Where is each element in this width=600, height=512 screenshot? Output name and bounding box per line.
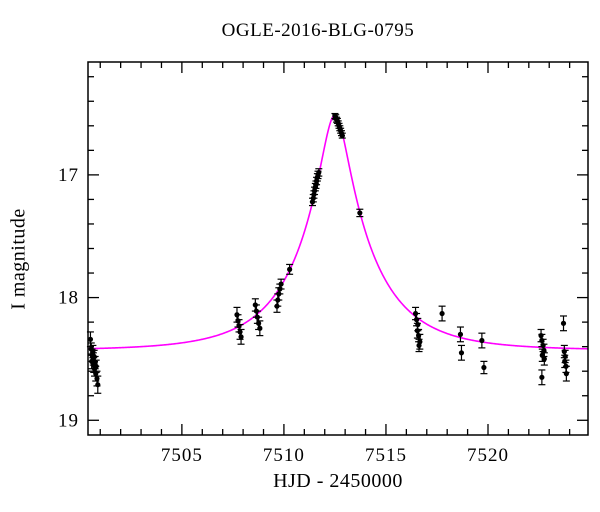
data-point <box>278 281 284 287</box>
data-point <box>539 374 545 380</box>
data-point <box>238 334 244 340</box>
data-point <box>94 375 100 382</box>
y-axis-label: I magnitude <box>7 208 30 310</box>
data-point <box>357 210 363 216</box>
data-point <box>439 310 445 317</box>
data-point <box>95 382 101 388</box>
x-axis-label: HJD - 2450000 <box>273 470 403 492</box>
data-point <box>479 337 485 344</box>
data-point <box>416 342 422 349</box>
data-point <box>316 169 322 176</box>
data-point <box>93 363 99 369</box>
data-point <box>87 336 94 342</box>
data-point <box>541 356 547 362</box>
data-point <box>257 325 263 331</box>
y-tick-label: 19 <box>58 410 79 431</box>
y-tick-label: 17 <box>58 165 79 186</box>
data-point <box>458 350 465 356</box>
model-curve <box>87 114 588 350</box>
data-point <box>237 329 243 335</box>
x-tick-label: 7520 <box>467 445 509 466</box>
x-tick-label: 7515 <box>365 445 407 466</box>
data-point <box>563 371 569 377</box>
y-tick-label: 18 <box>58 288 79 309</box>
plot-frame <box>87 61 589 436</box>
data-point <box>481 364 487 371</box>
chart-title: OGLE-2016-BLG-0795 <box>221 20 415 41</box>
x-tick-label: 7510 <box>263 445 305 466</box>
data-point <box>339 133 345 139</box>
x-tick-label: 7505 <box>161 445 203 466</box>
data-point <box>560 320 567 326</box>
data-point <box>287 266 293 272</box>
data-point <box>457 331 464 337</box>
